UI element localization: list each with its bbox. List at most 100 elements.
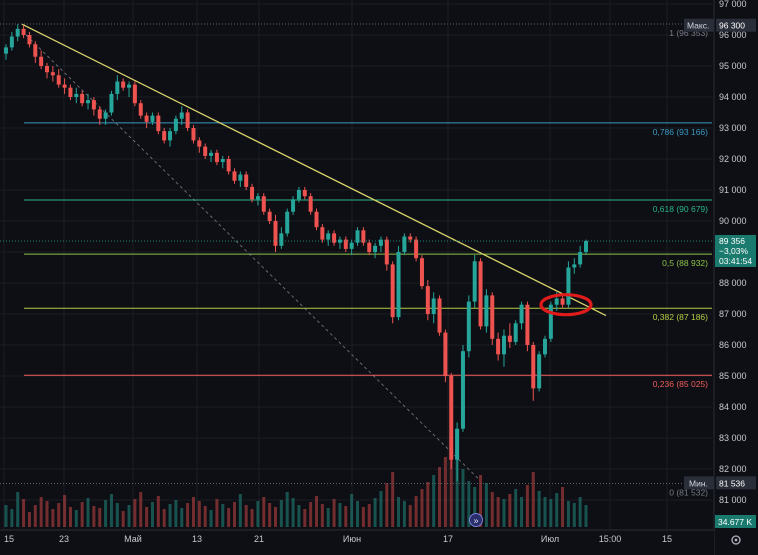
candle-body [261, 196, 266, 212]
volume-bar [215, 499, 219, 527]
candle [519, 301, 524, 330]
fibonacci-retracement[interactable]: 1 (96 353) 0,786 (93 166) 0,618 (90 679) 0,… [0, 23, 712, 498]
fib-label-0-382: 0,382 (87 186) [653, 312, 708, 322]
volume-bar [531, 472, 535, 527]
candle-body [115, 81, 120, 94]
candle [144, 112, 149, 128]
candle-body [314, 211, 319, 228]
volume-bar [379, 491, 383, 527]
candle-body [367, 242, 372, 252]
candle [115, 75, 120, 101]
candle-body [472, 261, 477, 302]
candle-body [419, 258, 424, 287]
volume-bar [549, 499, 553, 527]
candle-body [560, 298, 565, 305]
volume-bar [303, 509, 307, 527]
candle-body [279, 233, 284, 246]
candle [56, 69, 61, 88]
fib-label-1: 1 (96 353) [669, 28, 708, 38]
candle-body [349, 242, 354, 249]
candle [291, 196, 296, 215]
candle [91, 97, 96, 116]
fib-label-0-786: 0,786 (93 166) [653, 127, 708, 137]
candle [267, 208, 272, 225]
volume-bar [51, 509, 55, 527]
candle [414, 236, 419, 262]
time-tick: 15 [4, 534, 14, 544]
candle-body [296, 190, 301, 200]
price-tick: 95 000 [719, 61, 747, 71]
time-tick: 17 [443, 534, 453, 544]
candle [214, 149, 219, 166]
candle [261, 193, 266, 215]
volume-bar [16, 492, 20, 527]
candle [314, 208, 319, 231]
candle-body [80, 93, 85, 104]
candle-body [68, 87, 73, 97]
candle [402, 233, 407, 256]
candle [408, 233, 413, 243]
candle-body [437, 298, 442, 333]
volume-bar [63, 495, 67, 527]
drawings[interactable] [21, 23, 607, 479]
candle [349, 239, 354, 256]
candle [9, 31, 14, 51]
max-label-box [684, 18, 714, 32]
event-marker-icon[interactable]: » [469, 513, 483, 527]
volume-bar [432, 475, 436, 527]
volume-bar [473, 487, 477, 527]
candle [74, 87, 79, 104]
volume-bar [22, 499, 26, 527]
candle-body [490, 295, 495, 339]
candle-body [132, 84, 137, 104]
volume-bar [449, 432, 453, 527]
volume-bar [174, 500, 178, 527]
candle [513, 320, 518, 345]
candle-body [255, 196, 260, 200]
candle-body [214, 152, 219, 163]
volume-bar [197, 501, 201, 527]
settings-gear-icon[interactable] [731, 535, 741, 545]
volume-bar [57, 503, 61, 527]
price-tick: 88 000 [719, 278, 747, 288]
annotations[interactable]: » [469, 293, 593, 527]
candle [39, 50, 44, 70]
candle [62, 78, 67, 94]
fib-label-0-236: 0,236 (85 025) [653, 379, 708, 389]
candle [501, 329, 506, 367]
candle-body [460, 351, 465, 429]
candle [273, 214, 278, 252]
candle [21, 25, 26, 39]
candle [226, 155, 231, 175]
highlight-ellipse[interactable] [539, 293, 593, 317]
candle [308, 193, 313, 215]
candle [560, 295, 565, 308]
candle-body [203, 146, 208, 156]
time-axis[interactable]: 15 23 Май 13 21 Июн 17 Июл 15:00 15 [0, 529, 741, 555]
candle [343, 236, 348, 252]
candle-body [548, 304, 553, 339]
volume-bar [273, 507, 277, 527]
last-price-change: −3,03% [719, 246, 749, 256]
candle [367, 239, 372, 256]
volume-bar [74, 510, 78, 527]
candle [584, 239, 588, 256]
volume-bar [39, 497, 43, 527]
volume-bar [496, 497, 500, 527]
candle [138, 100, 143, 119]
candle-body [542, 338, 547, 355]
candle [127, 81, 132, 97]
gear-hub [734, 538, 738, 542]
candle-body [185, 112, 190, 128]
candle [86, 93, 91, 110]
candle [27, 31, 32, 48]
volume-bar [221, 504, 225, 527]
candle [373, 242, 378, 259]
volume-bar [461, 469, 465, 527]
candle [449, 372, 454, 469]
trendline[interactable] [21, 23, 607, 317]
volume-bar [408, 505, 412, 527]
